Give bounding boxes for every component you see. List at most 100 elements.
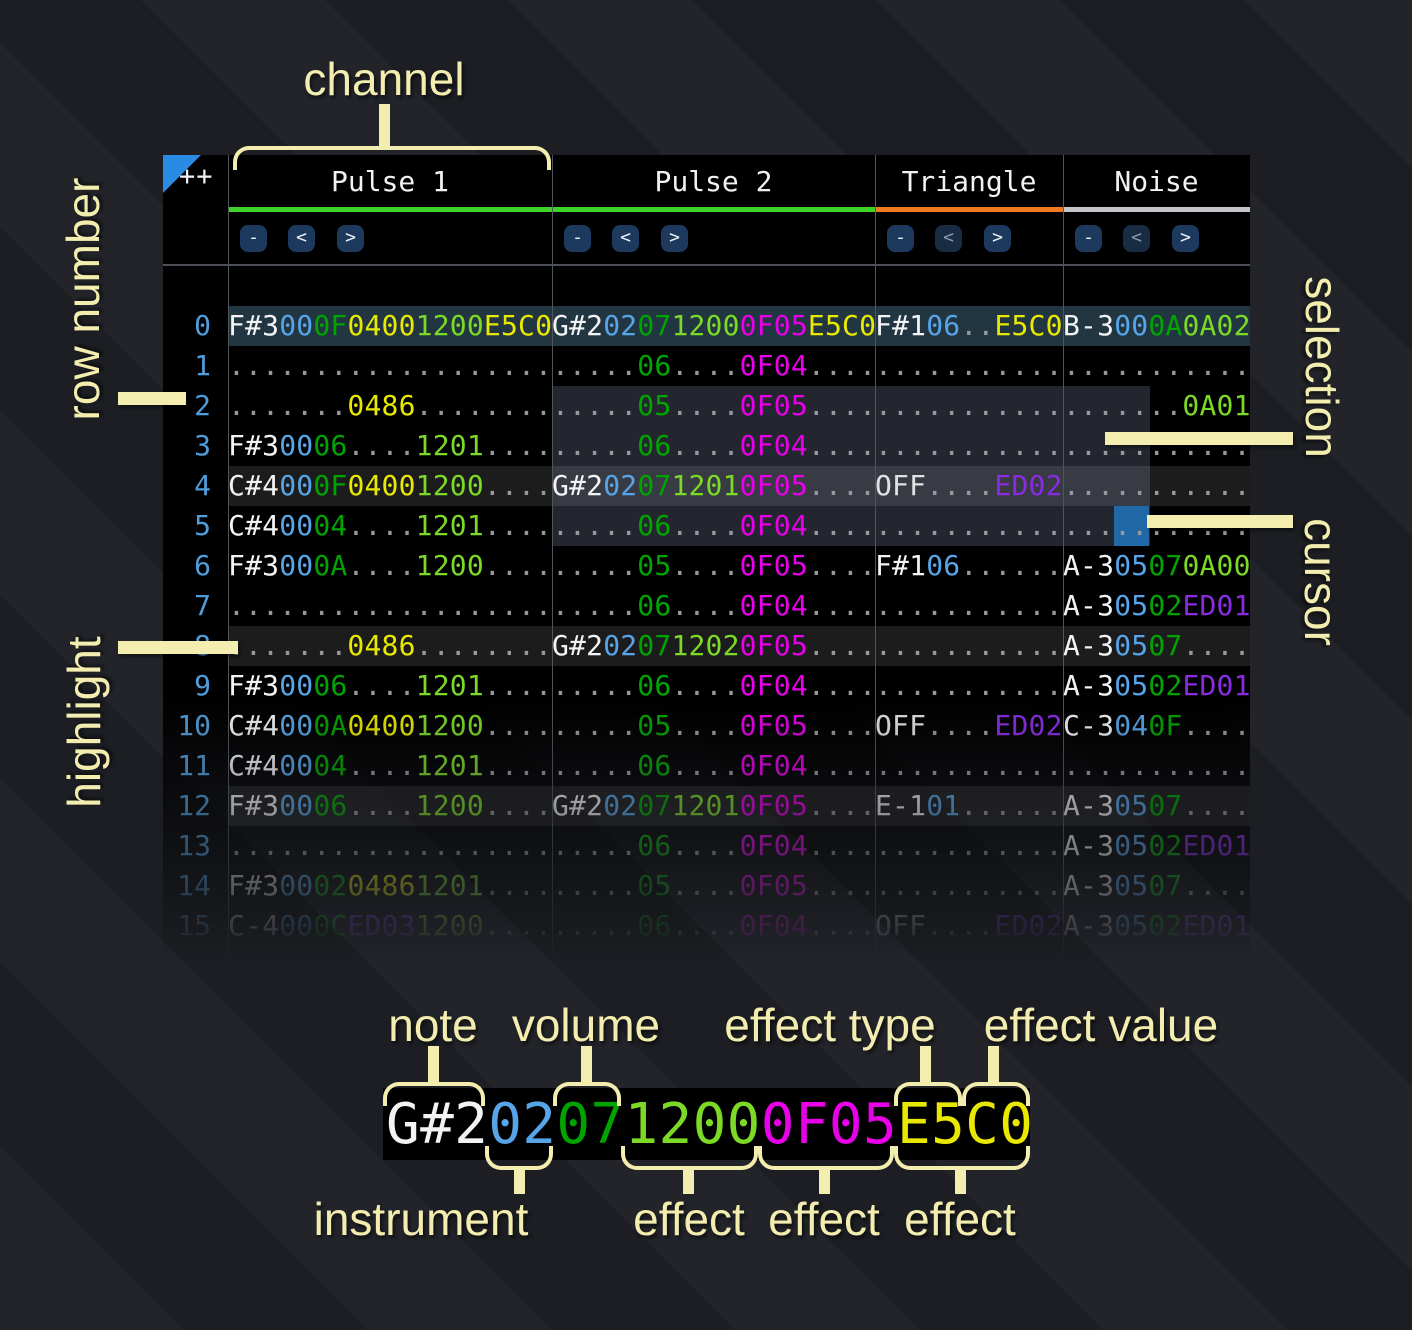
pattern-cell[interactable]: A-30502ED01 <box>1063 826 1250 866</box>
pattern-cell[interactable]: .....06....0F04.... <box>552 426 875 466</box>
next-pattern-button[interactable]: > <box>1172 225 1199 252</box>
pattern-cell[interactable]: ........... <box>875 386 1063 426</box>
pattern-cell[interactable]: E-101...... <box>875 786 1063 826</box>
pattern-cell[interactable]: A-30507.... <box>1063 786 1250 826</box>
pattern-cell[interactable]: ........... <box>875 586 1063 626</box>
inst-field: 05 <box>1114 629 1149 662</box>
pattern-cell[interactable]: OFF....ED02 <box>875 706 1063 746</box>
pattern-cell[interactable]: A-30502ED01 <box>1063 586 1250 626</box>
pattern-cell[interactable]: .....05....0F05.... <box>552 546 875 586</box>
pattern-cell[interactable]: F#3000204861201.... <box>228 866 552 906</box>
remove-pattern-button[interactable]: - <box>887 225 914 252</box>
pattern-cell[interactable]: .....06....0F04.... <box>552 746 875 786</box>
inst-field: 06 <box>926 549 961 582</box>
pattern-cell[interactable]: .....06....0F04.... <box>552 906 875 946</box>
pattern-cell[interactable]: .....06....0F04.... <box>552 346 875 386</box>
empty-field: ........... <box>1063 749 1250 782</box>
pattern-cell[interactable]: .....06....0F04.... <box>552 506 875 546</box>
pattern-cell[interactable]: ........... <box>1063 746 1250 786</box>
pattern-cell[interactable]: .......0486........ <box>228 386 552 426</box>
pattern-cell[interactable]: .....06....0F04.... <box>552 586 875 626</box>
pattern-cell[interactable]: .....05....0F05.... <box>552 866 875 906</box>
prev-pattern-button[interactable]: < <box>288 225 315 252</box>
pattern-cell[interactable]: ........... <box>875 626 1063 666</box>
pattern-cell[interactable]: ........... <box>1063 466 1250 506</box>
pattern-cell[interactable]: ................... <box>228 826 552 866</box>
pattern-cell[interactable]: C#4000A04001200.... <box>228 706 552 746</box>
pattern-cell[interactable]: F#30006....1201.... <box>228 666 552 706</box>
pattern-cell[interactable]: ........... <box>875 506 1063 546</box>
pattern-cell[interactable]: ........... <box>875 346 1063 386</box>
pattern-cell[interactable]: F#106..E5C0 <box>875 306 1063 346</box>
fp-field: ED01 <box>1182 589 1250 622</box>
pattern-cell[interactable]: F#106...... <box>875 546 1063 586</box>
inst-field: 02 <box>603 789 638 822</box>
pattern-cell[interactable]: OFF....ED02 <box>875 466 1063 506</box>
pattern-cell[interactable]: OFF....ED02 <box>875 906 1063 946</box>
channel-color-underline <box>1063 207 1250 212</box>
inst-field: 02 <box>488 1091 557 1157</box>
pattern-cell[interactable]: ................... <box>228 586 552 626</box>
pattern-cell[interactable]: .......0486........ <box>228 626 552 666</box>
pattern-cell[interactable]: A-30502ED01 <box>1063 666 1250 706</box>
add-row-control[interactable]: ++ <box>179 161 214 192</box>
next-pattern-button[interactable]: > <box>661 225 688 252</box>
remove-pattern-button[interactable]: - <box>564 225 591 252</box>
empty-field: .... <box>807 469 875 502</box>
selection-region[interactable] <box>552 386 1150 546</box>
pattern-cell[interactable]: .....06....0F04.... <box>552 826 875 866</box>
empty-field: ........... <box>875 429 1063 462</box>
pattern-cell[interactable]: ........... <box>875 826 1063 866</box>
edit-cursor[interactable] <box>1114 506 1149 546</box>
vol-field: 05 <box>637 549 672 582</box>
pattern-row: 2 .......0486........ .....05....0F05.....… <box>163 386 1250 426</box>
remove-pattern-button[interactable]: - <box>240 225 267 252</box>
prev-pattern-button[interactable]: < <box>935 225 962 252</box>
pattern-cell[interactable]: ........... <box>875 866 1063 906</box>
empty-field: .... <box>671 829 740 862</box>
pattern-cell[interactable]: ................... <box>228 346 552 386</box>
pattern-cell[interactable]: F#3000A....1200.... <box>228 546 552 586</box>
inst-field: 00 <box>1114 309 1149 342</box>
pattern-cell[interactable]: ........... <box>875 666 1063 706</box>
pattern-cell[interactable]: ........... <box>1063 346 1250 386</box>
pattern-cell[interactable]: A-30507.... <box>1063 626 1250 666</box>
pattern-cell[interactable]: G#2020712010F05.... <box>552 466 875 506</box>
pattern-cell[interactable]: F#30006....1200.... <box>228 786 552 826</box>
pattern-cell[interactable]: A-30507.... <box>1063 866 1250 906</box>
empty-field: ........... <box>875 669 1063 702</box>
note-field: F#1 <box>875 309 927 342</box>
next-pattern-button[interactable]: > <box>337 225 364 252</box>
pattern-cell[interactable]: C#40004....1201.... <box>228 746 552 786</box>
pattern-cell[interactable]: ........... <box>875 426 1063 466</box>
pattern-cell[interactable]: F#30006....1201.... <box>228 426 552 466</box>
vol-field: 06 <box>637 669 672 702</box>
pattern-cell[interactable]: G#2020712020F05.... <box>552 626 875 666</box>
pattern-cell[interactable]: C-3040F.... <box>1063 706 1250 746</box>
note-field: A-3 <box>1063 909 1115 942</box>
pattern-cell[interactable]: G#2020712010F05.... <box>552 786 875 826</box>
pattern-cell[interactable]: C-4000CED031200.... <box>228 906 552 946</box>
pattern-cell[interactable]: ........... <box>875 746 1063 786</box>
pattern-cell[interactable]: .......0A01 <box>1063 386 1250 426</box>
pattern-cell[interactable]: C#40004....1201.... <box>228 506 552 546</box>
fp-field: ED02 <box>994 909 1063 942</box>
next-pattern-button[interactable]: > <box>984 225 1011 252</box>
empty-field: .... <box>807 829 875 862</box>
pattern-cell[interactable]: .....06....0F04.... <box>552 666 875 706</box>
remove-pattern-button[interactable]: - <box>1075 225 1102 252</box>
pattern-cell[interactable]: C#4000F04001200.... <box>228 466 552 506</box>
inst-field: 00 <box>279 749 314 782</box>
prev-pattern-button[interactable]: < <box>612 225 639 252</box>
pattern-cell[interactable]: A-305070A00 <box>1063 546 1250 586</box>
prev-pattern-button[interactable]: < <box>1123 225 1150 252</box>
empty-field: .... <box>671 549 740 582</box>
pattern-cell[interactable]: .....05....0F05.... <box>552 706 875 746</box>
pattern-cell[interactable]: A-30502ED01 <box>1063 906 1250 946</box>
pattern-cell[interactable]: G#2020712000F05E5C0 <box>552 306 875 346</box>
pattern-cell[interactable]: F#3000F04001200E5C0 <box>228 306 552 346</box>
selection-label: selection <box>1296 276 1348 458</box>
inst-field: 04 <box>1114 709 1149 742</box>
pattern-cell[interactable]: .....05....0F05.... <box>552 386 875 426</box>
pattern-cell[interactable]: B-3000A0A02 <box>1063 306 1250 346</box>
